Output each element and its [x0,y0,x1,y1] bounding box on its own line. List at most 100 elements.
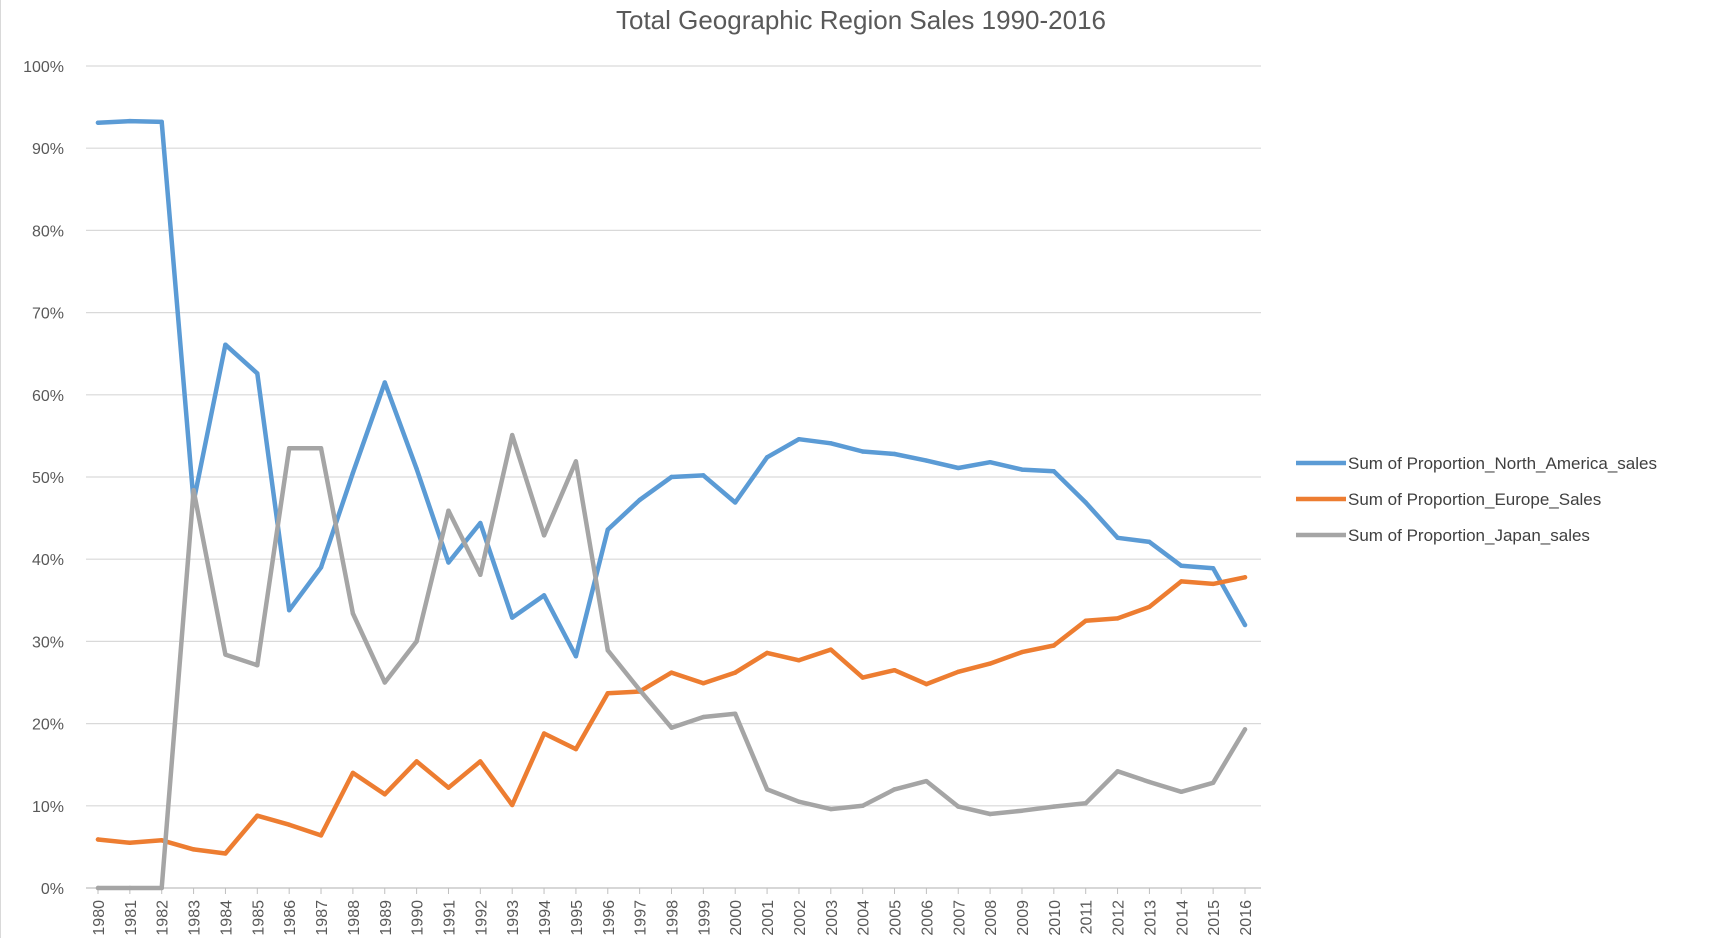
data-point [987,661,993,666]
data-point [318,446,324,451]
data-point [733,670,738,675]
legend-entry-label: Sum of Proportion_Japan_sales [1348,526,1590,545]
data-point [1210,566,1216,571]
x-tick-label: 2014 [1174,900,1191,936]
data-point [1147,604,1152,610]
data-point [255,371,260,376]
data-point [1083,500,1088,505]
x-tick-label: 2005 [888,900,905,936]
data-point [382,680,387,685]
data-point [1019,649,1025,655]
data-point [350,770,356,776]
data-point [478,759,483,764]
x-tick-label: 2002 [792,900,809,936]
data-point [286,822,292,827]
data-point [733,711,738,716]
data-point [127,118,133,124]
x-tick-label: 1983 [187,900,204,936]
data-point [414,466,419,471]
y-tick-label: 10% [32,799,64,816]
data-point [573,746,579,752]
data-point [828,806,834,812]
x-tick-label: 1989 [378,900,395,936]
legend: Sum of Proportion_North_America_sales Sum… [1296,454,1657,545]
data-point [669,670,674,675]
x-tick-label: 1996 [601,900,618,936]
data-point [350,611,356,616]
x-tick-label: 1987 [314,900,331,936]
data-point [987,811,993,817]
data-point [796,799,802,804]
data-point [95,885,101,891]
data-point [956,465,961,471]
data-point [1115,769,1120,774]
x-tick-label: 1991 [441,900,458,936]
data-point [509,432,515,438]
data-point [892,787,897,792]
data-point [127,885,133,891]
data-point [1051,469,1057,474]
data-point [796,658,802,663]
data-point [382,380,387,385]
data-point [541,731,547,736]
data-point [956,804,961,809]
data-point [1019,467,1025,472]
data-point [764,650,770,656]
data-point [1147,779,1152,785]
data-point [956,669,961,675]
x-tick-label: 1999 [696,900,713,936]
data-point [605,527,610,532]
data-point [573,653,579,659]
data-point [159,838,164,843]
x-tick-label: 2004 [856,900,873,936]
data-point [414,759,419,764]
x-tick-label: 1995 [569,900,586,936]
y-tick-label: 50% [32,470,64,487]
data-point [1115,616,1120,621]
data-point [127,840,133,845]
x-tick-label: 2000 [728,900,745,936]
x-tick-label: 2011 [1079,900,1096,935]
data-point [446,785,451,790]
data-point [446,560,451,565]
data-point [828,647,834,652]
chart-title: Total Geographic Region Sales 1990-2016 [616,5,1106,35]
data-point [223,652,228,657]
data-series [95,118,1248,891]
x-tick-label: 2012 [1111,900,1128,936]
x-tick-label: 1990 [410,900,427,936]
gridlines [86,65,1261,894]
data-point [95,120,101,125]
data-point [605,690,610,696]
data-point [1210,780,1216,785]
y-tick-label: 40% [32,552,64,569]
data-point [1019,808,1025,813]
data-point [286,446,292,451]
x-tick-label: 1988 [346,900,363,936]
x-tick-label: 2008 [983,900,1000,936]
data-point [541,533,547,538]
data-point [414,639,419,644]
data-point [191,847,196,852]
x-tick-label: 1998 [665,900,682,936]
data-point [1242,622,1248,628]
data-point [669,725,674,730]
data-point [318,565,324,570]
x-tick-label: 1986 [282,900,299,936]
data-point [541,593,547,598]
x-tick-label: 2009 [1015,900,1032,936]
y-tick-label: 90% [32,141,64,158]
data-point [223,342,228,347]
series-line-1 [95,575,1248,856]
data-point [255,663,260,668]
data-point [892,451,897,457]
data-point [191,487,196,493]
x-tick-label: 1984 [218,900,235,936]
data-point [860,803,865,808]
data-point [1210,581,1216,587]
y-tick-label: 0% [41,881,64,898]
data-point [573,459,579,464]
x-tick-label: 2013 [1142,900,1159,936]
y-tick-label: 80% [32,223,64,240]
